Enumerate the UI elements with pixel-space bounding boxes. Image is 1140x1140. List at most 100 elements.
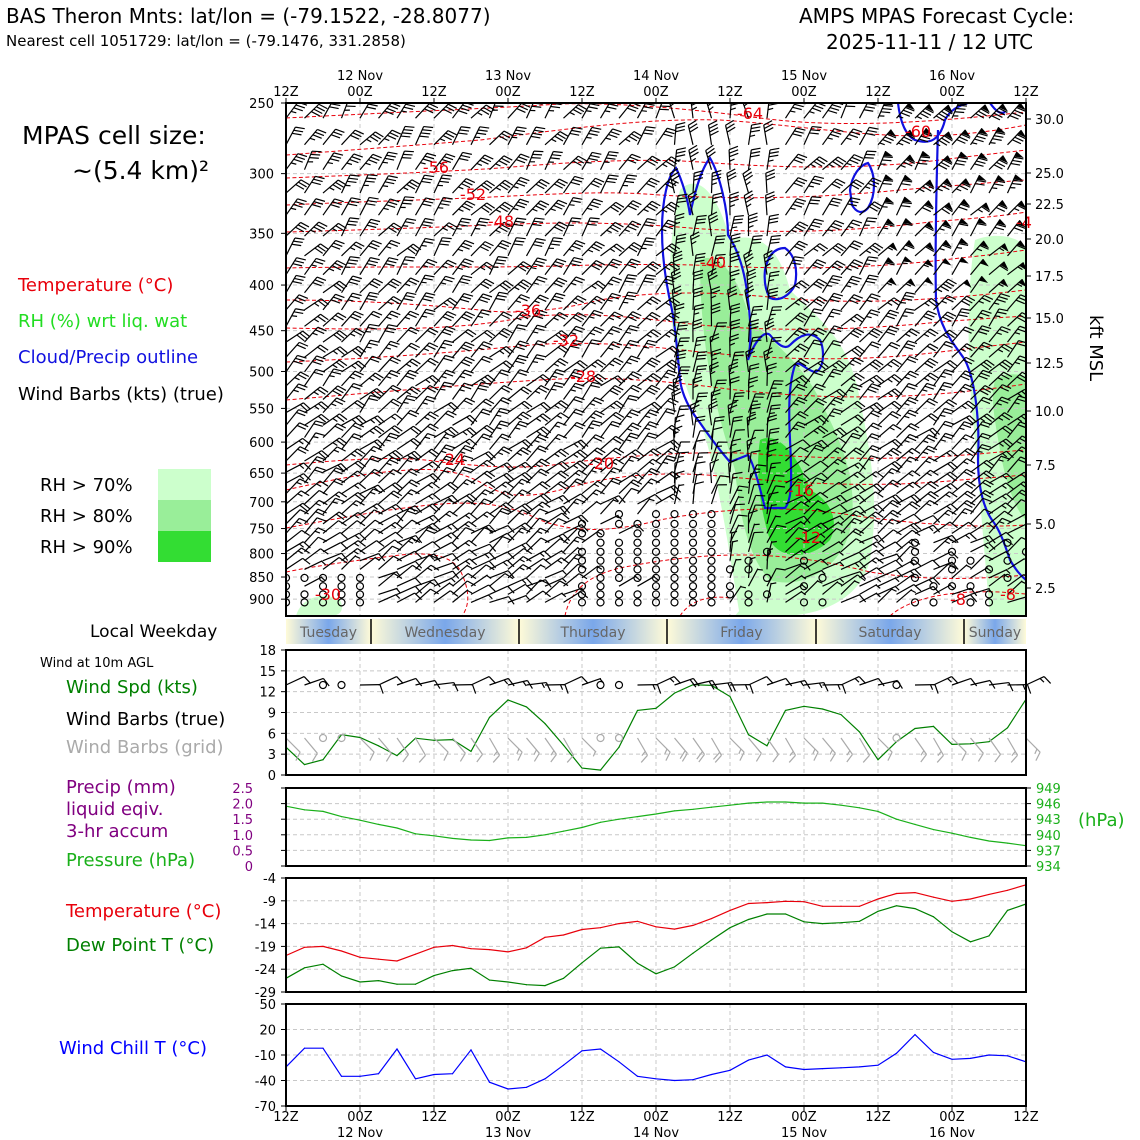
wind-barb (396, 326, 420, 343)
barb-flag (446, 369, 456, 374)
wind-barb (433, 444, 456, 462)
barb-flag (314, 279, 324, 284)
barb-staff (322, 446, 338, 462)
barb-flag (765, 198, 776, 203)
wind-barb (341, 382, 363, 400)
barb-flag (452, 562, 460, 571)
wind-barb (614, 547, 624, 556)
wind-barb (396, 277, 420, 294)
wind-barb (341, 275, 362, 294)
calm-circle (614, 547, 624, 556)
barb-flag (540, 468, 550, 474)
barb-flag (522, 447, 532, 453)
wind-barb (858, 126, 879, 146)
barb-half (327, 161, 333, 165)
barb-half (352, 503, 359, 507)
barb-flag (317, 300, 327, 307)
barb-flag (413, 425, 422, 433)
wind-barb (415, 554, 439, 570)
wind-barb (322, 511, 348, 525)
barb-staff (359, 540, 377, 553)
barb-flag (485, 398, 495, 405)
barb-staff (304, 480, 321, 495)
barb-flag (651, 311, 661, 318)
barb-half (331, 227, 338, 232)
wind-barb (286, 590, 291, 599)
calm-circle (355, 598, 365, 607)
barb-flag (352, 275, 362, 280)
wind-barb (581, 500, 602, 515)
barb-half (353, 514, 360, 519)
barb-staff (304, 517, 318, 534)
barb-flag (332, 390, 342, 396)
barb-flag (348, 220, 358, 223)
barb-flag (432, 541, 441, 549)
wind-barb (359, 278, 383, 294)
barb-flag (330, 134, 341, 139)
barb-flag (374, 528, 384, 535)
calm-circle (596, 556, 605, 565)
barb-flag (465, 527, 475, 532)
barb-flag (367, 199, 378, 203)
barb-half (421, 315, 428, 318)
barb-half (315, 502, 321, 507)
barb-flag (412, 243, 422, 251)
wind-barb (688, 509, 698, 519)
wind-barb (544, 518, 568, 534)
barb-flag (357, 448, 366, 455)
barb-flag (483, 182, 493, 189)
wind-barb (337, 590, 346, 599)
barb-flag (335, 497, 345, 503)
barb-flag (424, 398, 435, 403)
barb-half (329, 187, 335, 191)
barb-flag (439, 180, 449, 183)
wind-barb (378, 572, 403, 587)
barb-flag (426, 344, 436, 350)
barb-flag (294, 277, 304, 281)
barb-half (391, 506, 397, 511)
wind-barb (322, 491, 348, 505)
barb-flag (425, 529, 436, 534)
wind-barb (470, 527, 494, 544)
wind-barb (341, 415, 367, 426)
wind-barb (526, 468, 550, 484)
barb-flag (392, 398, 402, 405)
barb-flag (394, 425, 403, 432)
barb-half (299, 543, 304, 548)
barb-staff (415, 581, 432, 595)
barb-flag (295, 357, 305, 362)
label-windchill: Wind Chill T (°C) (59, 1038, 207, 1059)
wind-barb (396, 310, 420, 327)
wind-barb (470, 104, 495, 119)
barb-half (321, 560, 326, 566)
barb-flag (393, 222, 403, 229)
barb-flag (590, 217, 600, 220)
wind-barb (563, 439, 589, 451)
legend-rh90-label: RH > 90% (40, 537, 133, 558)
barb-staff (415, 493, 433, 505)
wind-barb (600, 201, 625, 216)
wind-barb (526, 275, 548, 294)
barb-flag (429, 505, 438, 513)
barb-flag (559, 358, 569, 364)
barb-flag (425, 261, 436, 266)
wind-barb (378, 398, 402, 414)
barb-half (464, 542, 471, 547)
barb-flag (652, 329, 662, 336)
barb-staff (452, 527, 467, 544)
wind-barb (600, 128, 622, 146)
barb-flag (464, 331, 474, 338)
temperature-isotherm (286, 341, 1026, 363)
barb-flag (315, 198, 326, 202)
barb-flag (579, 449, 588, 457)
wind-barb (322, 497, 345, 515)
barb-half (729, 204, 736, 208)
wind-barb (341, 153, 363, 171)
wind-barb (544, 433, 568, 450)
barb-flag (542, 413, 551, 420)
barb-half (474, 227, 481, 230)
wind-barb (747, 212, 758, 237)
barb-flag (370, 242, 380, 248)
barb-half (310, 229, 316, 233)
barb-flag (445, 224, 455, 231)
